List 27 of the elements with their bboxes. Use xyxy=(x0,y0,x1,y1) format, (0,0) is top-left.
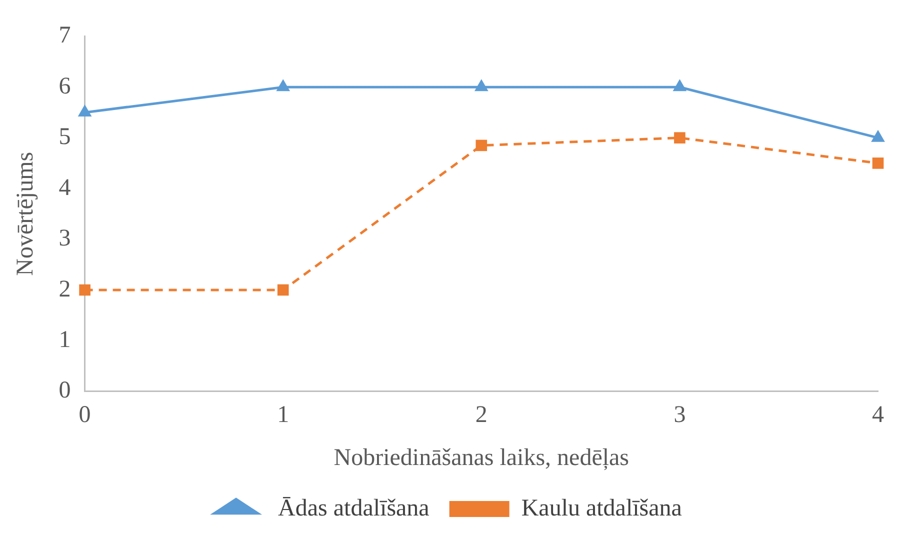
point xyxy=(871,130,885,142)
x-tick-label: 2 xyxy=(475,402,488,428)
x-tick-label: 1 xyxy=(277,402,290,428)
point xyxy=(277,284,289,296)
y-tick-label: 2 xyxy=(58,276,71,302)
point xyxy=(476,140,488,152)
point xyxy=(872,158,884,169)
y-tick-label: 7 xyxy=(58,22,71,49)
point xyxy=(672,79,687,92)
y-axis-title: Novērtējums xyxy=(12,152,39,276)
y-tick-label: 1 xyxy=(58,326,71,353)
point xyxy=(79,284,90,296)
legend-label: Ādas atdalīšana xyxy=(278,495,430,522)
y-tick-label: 0 xyxy=(58,378,71,404)
y-tick-label: 5 xyxy=(58,124,71,150)
point xyxy=(78,104,92,116)
y-tick-label: 3 xyxy=(58,226,71,252)
point xyxy=(674,132,686,144)
point xyxy=(474,79,488,92)
y-tick-label: 4 xyxy=(58,174,71,201)
x-tick-label: 4 xyxy=(872,402,884,428)
x-axis-title: Nobriedināšanas laiks, nedēļas xyxy=(334,444,630,471)
y-tick-label: 6 xyxy=(58,73,71,100)
x-tick-label: 0 xyxy=(78,402,91,428)
x-tick-label: 3 xyxy=(674,402,686,428)
point xyxy=(276,79,290,92)
legend-label: Kaulu atdalīšana xyxy=(521,495,682,522)
